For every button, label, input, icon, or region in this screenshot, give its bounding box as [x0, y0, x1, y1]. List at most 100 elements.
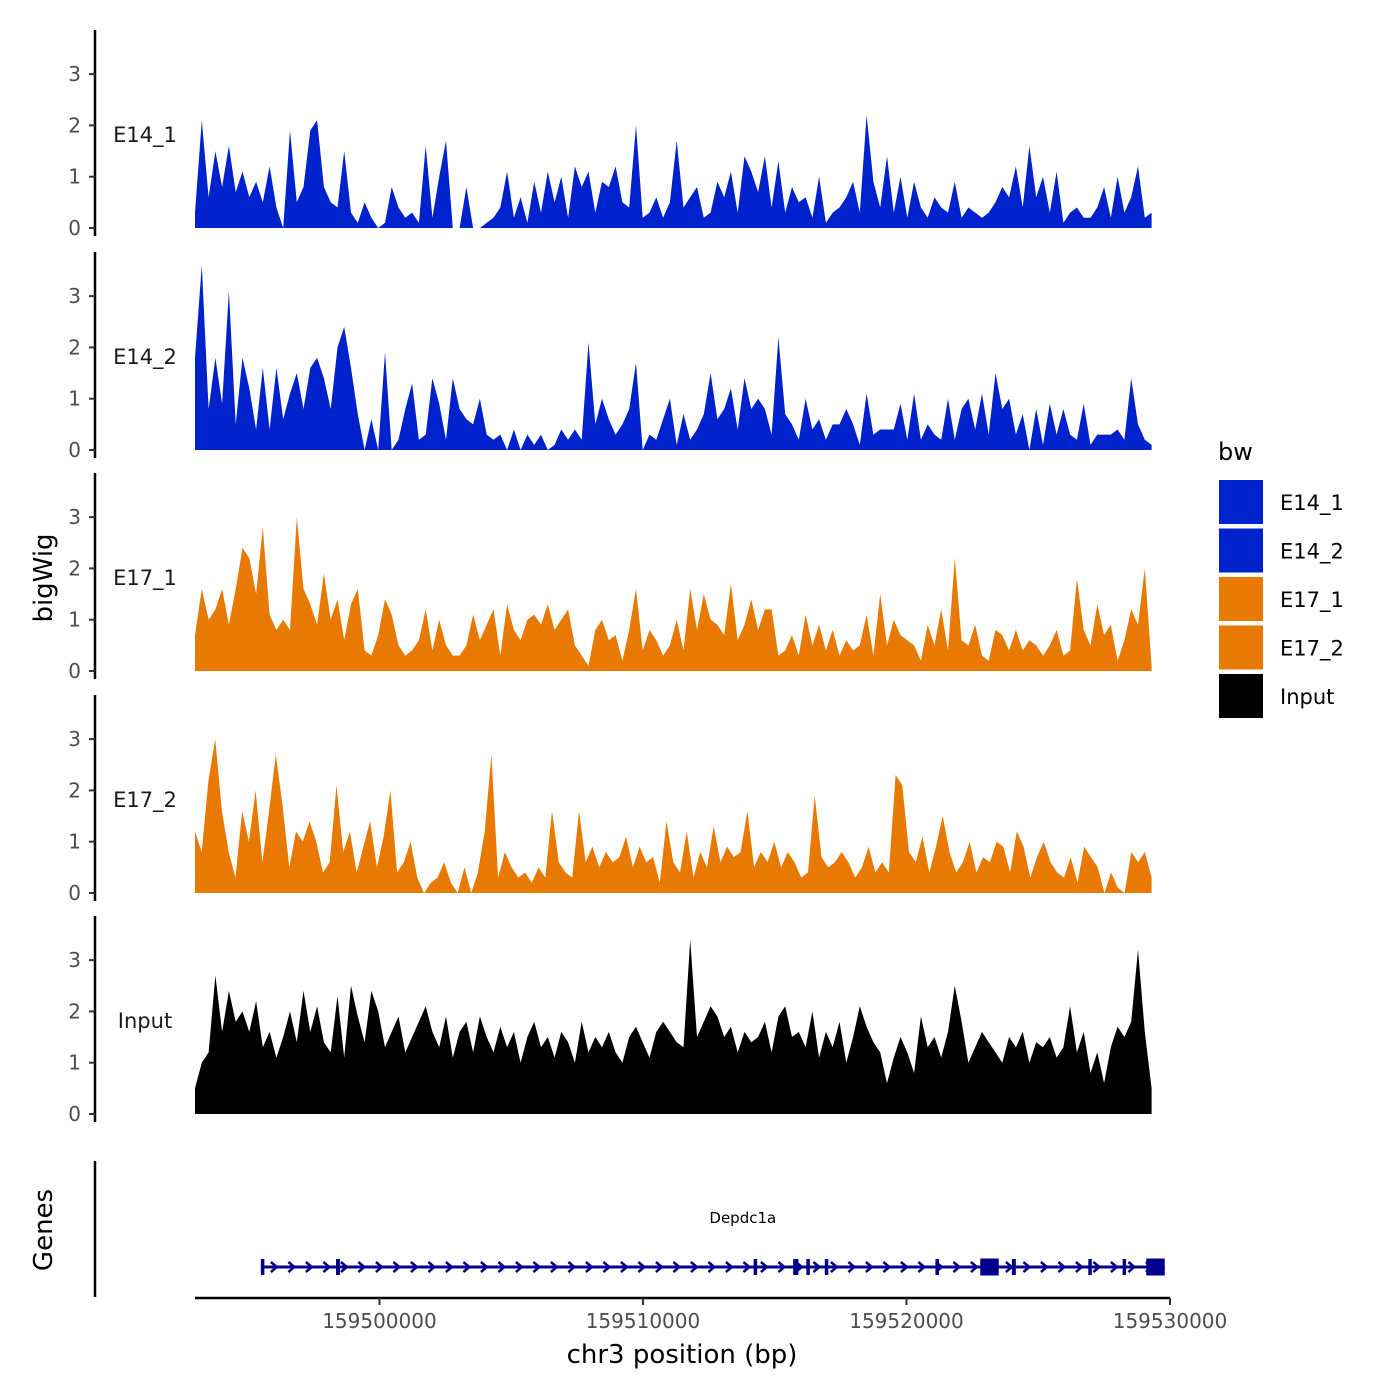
y-tick-label: 1: [68, 830, 81, 854]
strand-arrow: [690, 1261, 699, 1273]
x-tick-label: 159510000: [586, 1309, 701, 1333]
track-label: E17_2: [113, 788, 177, 813]
track-label: E17_1: [113, 566, 177, 591]
gene-model: Depdc1a: [260, 1209, 1165, 1276]
strand-arrow: [585, 1261, 594, 1273]
strand-arrow: [620, 1261, 629, 1273]
gene-exon: [935, 1259, 939, 1275]
strand-arrow: [742, 1261, 752, 1273]
legend-item: E14_1: [1219, 480, 1344, 524]
gene-name-label: Depdc1a: [709, 1209, 776, 1227]
x-tick-label: 159530000: [1113, 1309, 1228, 1333]
signal-tracks: 0 1 2 3 E14_1 0 1 2 3 E14_2 0 1 2 3 E17_1 0 1 2 3 E17_2 0 1 2 3…: [68, 30, 1152, 1126]
track-label: Input: [118, 1009, 172, 1033]
x-tick-label: 159520000: [849, 1309, 964, 1333]
y-tick-label: 1: [68, 608, 81, 632]
strand-arrow: [392, 1261, 402, 1273]
strand-arrow: [322, 1261, 332, 1273]
strand-arrow: [952, 1261, 962, 1273]
legend-swatch: [1219, 528, 1263, 573]
strand-arrow: [567, 1261, 577, 1273]
legend-label: Input: [1280, 685, 1334, 709]
signal-area-e14_2: [195, 265, 1152, 450]
y-tick-label: 2: [68, 778, 81, 802]
strand-arrow: [1040, 1261, 1049, 1273]
legend-swatch: [1219, 577, 1263, 621]
legend-label: E17_1: [1280, 588, 1344, 613]
gene-exon: [260, 1259, 265, 1275]
strand-arrow: [725, 1261, 734, 1273]
strand-arrow: [270, 1261, 279, 1273]
signal-area-e17_2: [195, 739, 1152, 893]
strand-arrow: [515, 1261, 524, 1273]
strand-arrow: [1075, 1261, 1084, 1273]
y-tick-label: 0: [68, 216, 81, 240]
gene-exon: [1088, 1259, 1092, 1275]
strand-arrow: [637, 1261, 647, 1273]
strand-arrow: [410, 1261, 419, 1273]
signal-area-input: [195, 939, 1152, 1114]
strand-arrow: [375, 1261, 384, 1273]
strand-arrow: [970, 1261, 979, 1273]
strand-arrow: [445, 1261, 454, 1273]
strand-arrow: [917, 1261, 927, 1273]
gene-exon: [1011, 1259, 1016, 1275]
legend-swatch: [1219, 480, 1263, 524]
y-tick-label: 1: [68, 387, 81, 411]
gene-exon: [793, 1259, 799, 1275]
y-tick-label: 1: [68, 1051, 81, 1075]
track-e17_1: 0 1 2 3 E17_1: [68, 473, 1152, 683]
x-axis-title: chr3 position (bp): [567, 1340, 798, 1370]
strand-arrow: [707, 1261, 717, 1273]
y-axis-title: bigWig: [29, 533, 59, 622]
strand-arrow: [1127, 1261, 1137, 1273]
y-tick-label: 3: [68, 727, 81, 751]
strand-arrow: [497, 1261, 507, 1273]
genes-track-title: Genes: [29, 1189, 59, 1271]
y-tick-label: 0: [68, 881, 81, 905]
legend-item: Input: [1219, 674, 1334, 718]
legend-item: E17_1: [1219, 577, 1344, 621]
strand-arrow: [900, 1261, 909, 1273]
y-tick-label: 0: [68, 1102, 81, 1126]
strand-arrow: [602, 1261, 612, 1273]
strand-arrow: [847, 1261, 857, 1273]
y-tick-label: 3: [68, 505, 81, 529]
strand-arrow: [550, 1261, 559, 1273]
strand-arrow: [427, 1261, 437, 1273]
strand-arrow: [532, 1261, 542, 1273]
strand-arrow: [1110, 1261, 1119, 1273]
strand-arrow: [1022, 1261, 1032, 1273]
strand-arrow: [812, 1261, 822, 1273]
y-tick-label: 3: [68, 284, 81, 308]
y-tick-label: 1: [68, 165, 81, 189]
y-tick-label: 2: [68, 999, 81, 1023]
strand-arrow: [1005, 1261, 1014, 1273]
gene-exon: [806, 1259, 810, 1275]
gene-track: Depdc1a: [93, 1161, 1165, 1297]
strand-arrow: [865, 1261, 874, 1273]
strand-arrow: [357, 1261, 367, 1273]
strand-arrow: [1092, 1261, 1102, 1273]
legend-label: E14_2: [1280, 540, 1344, 565]
strand-arrow: [760, 1261, 769, 1273]
legend-swatch: [1219, 674, 1263, 718]
y-tick-label: 3: [68, 62, 81, 86]
x-axis: 159500000 159510000 159520000 159530000: [195, 1296, 1228, 1333]
legend: E14_1 E14_2 E17_1 E17_2 Input: [1219, 480, 1344, 718]
y-tick-label: 2: [68, 335, 81, 359]
y-tick-label: 2: [68, 556, 81, 580]
strand-arrow: [655, 1261, 664, 1273]
legend-item: E17_2: [1219, 625, 1344, 670]
strand-arrow: [830, 1261, 839, 1273]
x-tick-label: 159500000: [322, 1309, 437, 1333]
gene-exon: [980, 1258, 999, 1276]
strand-arrow: [340, 1261, 349, 1273]
track-label: E14_1: [113, 123, 177, 148]
legend-item: E14_2: [1219, 528, 1344, 573]
legend-title: bw: [1218, 438, 1253, 466]
strand-arrow: [777, 1261, 787, 1273]
gene-exon: [753, 1259, 758, 1275]
track-e14_1: 0 1 2 3 E14_1: [68, 30, 1152, 240]
